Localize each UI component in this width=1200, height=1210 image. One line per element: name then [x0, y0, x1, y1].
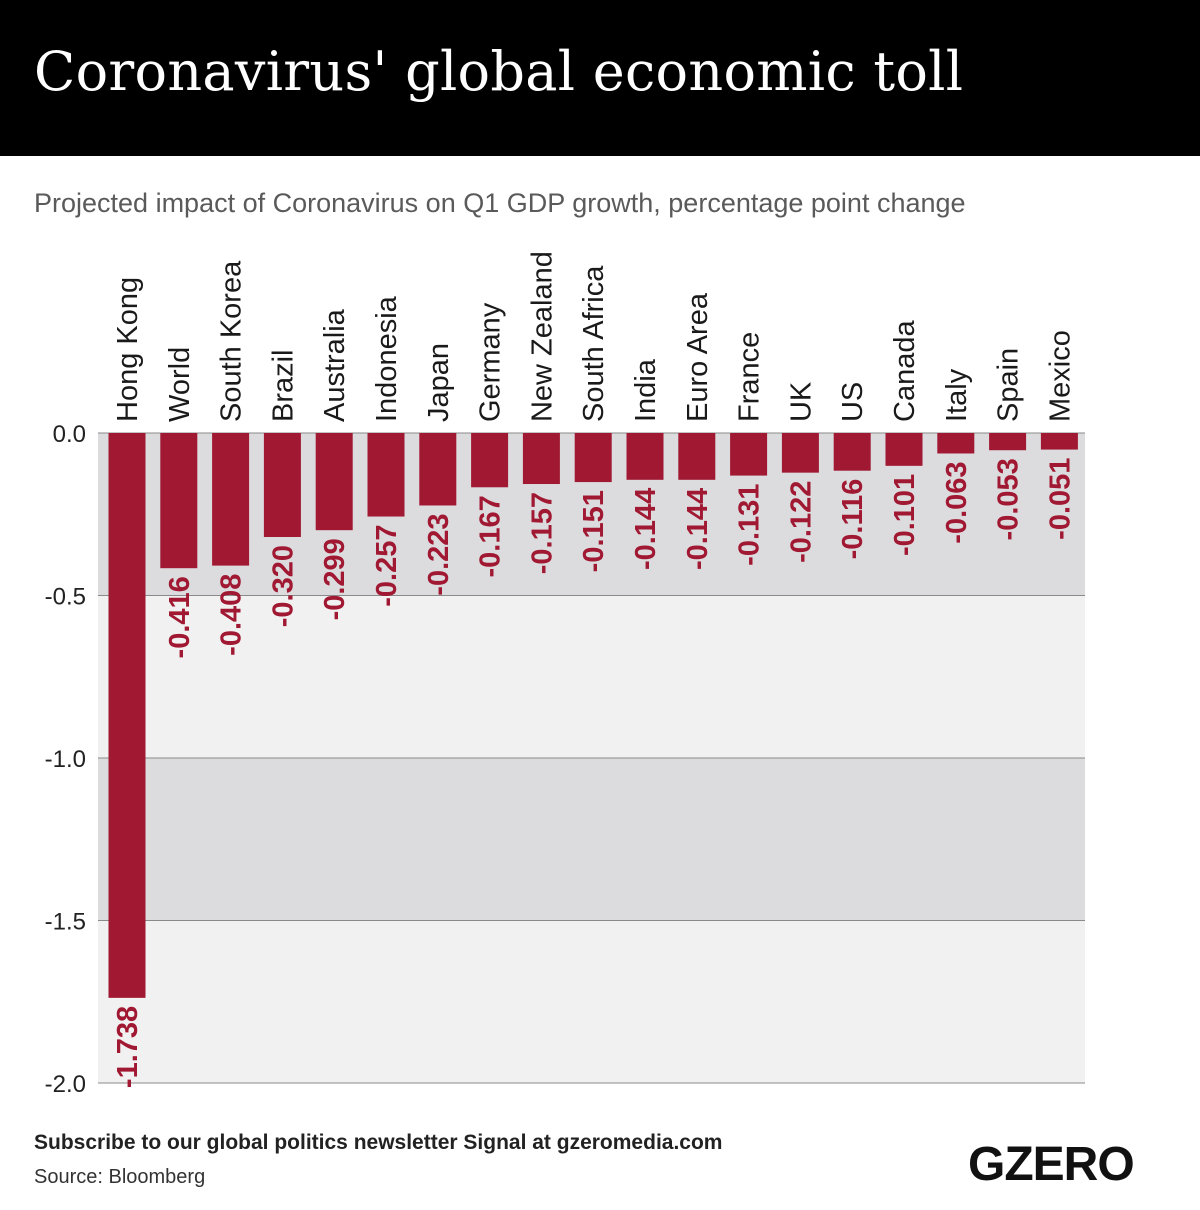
category-label: Euro Area: [682, 292, 714, 422]
chart-title: Coronavirus' global economic toll: [34, 40, 964, 103]
value-label: -0.408: [216, 574, 248, 656]
value-label: -0.257: [371, 525, 403, 607]
y-tick-label: 0.0: [53, 421, 86, 448]
category-label: Indonesia: [371, 295, 403, 422]
value-label: -0.320: [267, 545, 299, 627]
background-band: [98, 595, 1085, 758]
bar: [833, 433, 871, 471]
category-label: Canada: [889, 320, 921, 422]
value-label: -0.416: [164, 576, 196, 658]
bar: [160, 433, 198, 569]
bar: [471, 433, 509, 488]
category-label: World: [164, 347, 196, 422]
value-label: -0.122: [785, 481, 817, 563]
category-label: Spain: [993, 348, 1025, 422]
category-label: India: [630, 358, 662, 422]
category-label: Italy: [941, 368, 973, 422]
source-note: Source: Bloomberg: [34, 1166, 206, 1188]
value-label: -1.738: [112, 1006, 144, 1088]
bar: [781, 433, 819, 473]
bar: [263, 433, 301, 537]
background-band: [98, 758, 1085, 921]
bar: [937, 433, 975, 454]
bar: [108, 433, 146, 998]
category-label: Australia: [319, 308, 351, 422]
category-label: South Africa: [578, 265, 610, 422]
bar: [678, 433, 716, 480]
background-band: [98, 920, 1085, 1083]
category-label: Japan: [423, 343, 455, 422]
category-label: Brazil: [267, 349, 299, 422]
value-label: -0.144: [630, 488, 662, 570]
y-tick-label: -1.0: [45, 746, 86, 773]
category-label: Mexico: [1044, 330, 1076, 422]
category-label: Germany: [475, 302, 507, 422]
category-label: US: [837, 382, 869, 422]
bar: [419, 433, 457, 506]
bar: [212, 433, 250, 566]
chart-subtitle: Projected impact of Coronavirus on Q1 GD…: [34, 188, 966, 218]
value-label: -0.144: [682, 488, 714, 570]
gzero-logo: GZERO: [968, 1138, 1135, 1191]
bar: [989, 433, 1027, 451]
newsletter-note: Subscribe to our global politics newslet…: [34, 1131, 723, 1154]
value-label: -0.063: [941, 461, 973, 543]
value-label: -0.053: [993, 458, 1025, 540]
value-label: -0.051: [1044, 458, 1076, 540]
y-tick-label: -2.0: [45, 1071, 86, 1098]
title-bar: Coronavirus' global economic toll: [0, 0, 1200, 156]
bar: [1040, 433, 1078, 450]
category-label: South Korea: [216, 260, 248, 422]
bar: [626, 433, 664, 480]
bar: [885, 433, 923, 466]
y-tick-label: -1.5: [45, 909, 86, 936]
value-label: -0.299: [319, 538, 351, 620]
value-label: -0.101: [889, 474, 921, 556]
category-label: UK: [785, 381, 817, 422]
category-label: Hong Kong: [112, 277, 144, 422]
value-label: -0.116: [837, 479, 869, 560]
category-label: New Zealand: [526, 251, 558, 422]
bar: [315, 433, 353, 531]
value-label: -0.167: [475, 495, 507, 577]
value-label: -0.223: [423, 513, 455, 595]
y-tick-label: -0.5: [45, 584, 86, 611]
bar-chart: 0.0 -0.5 -1.0 -1.5 -2.0 Hong Kong -1.738 World -…: [45, 251, 1085, 1098]
value-label: -0.131: [734, 484, 766, 566]
bar: [522, 433, 560, 485]
bar: [367, 433, 405, 517]
category-label: France: [734, 332, 766, 422]
bar: [574, 433, 612, 483]
value-label: -0.157: [526, 492, 558, 574]
bar: [730, 433, 768, 476]
value-label: -0.151: [578, 490, 610, 572]
